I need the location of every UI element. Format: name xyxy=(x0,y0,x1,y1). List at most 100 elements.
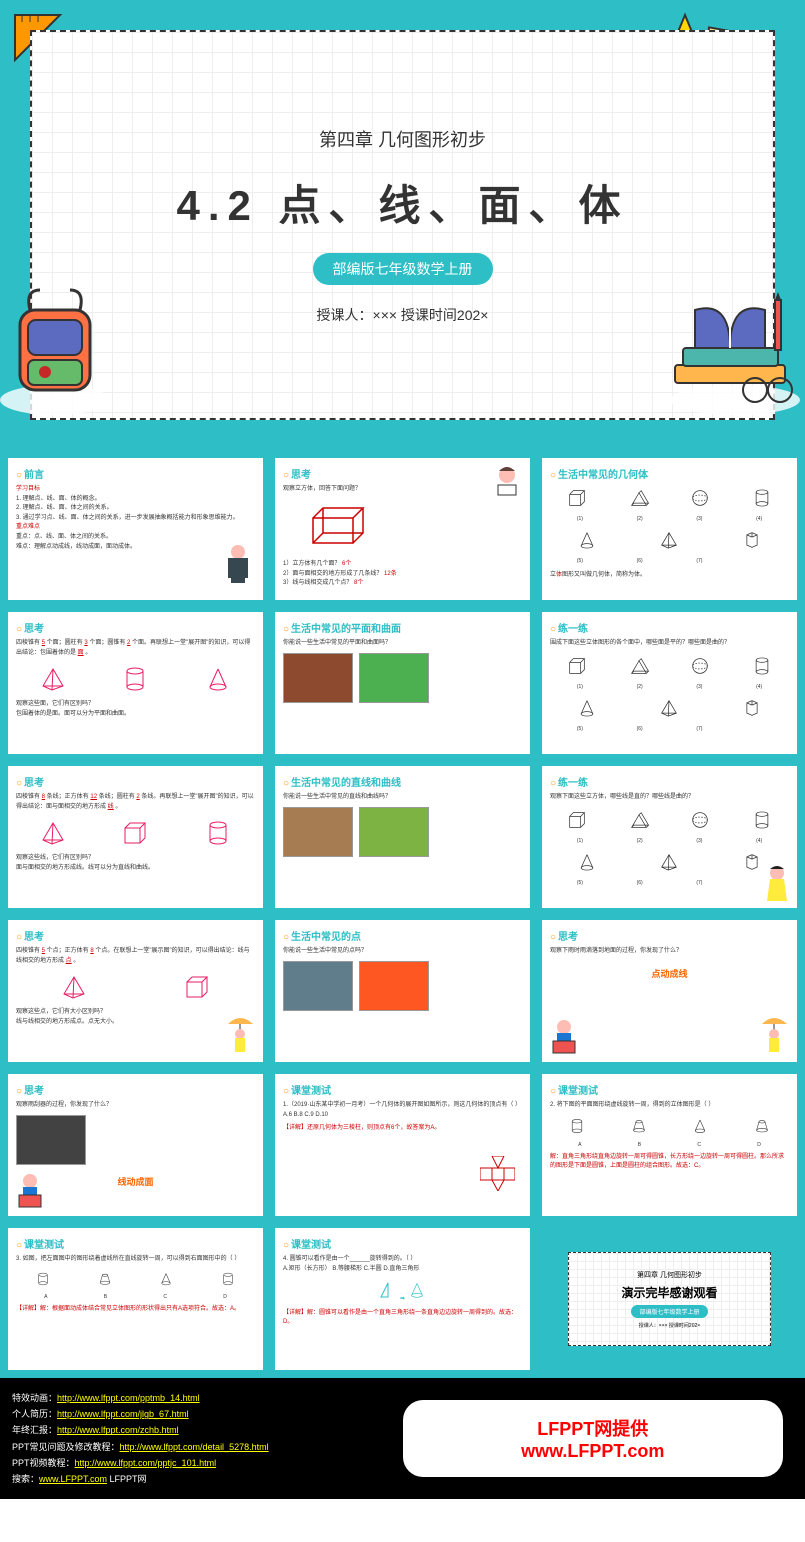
shape-labels: (1)(2)(3)(4) xyxy=(550,837,789,845)
question-text: 你能说一些生活中常见的平面和曲面吗？ xyxy=(283,639,522,649)
footer-link-row: 个人简历：http://www.lfppt.com/jlgb_67.html xyxy=(12,1406,393,1422)
fill-text: 四棱锥有 5 个面；圆柱有 3 个面；圆锥有 2 个面。再联想上一堂"展开图"的… xyxy=(16,639,255,658)
end-title: 演示完毕感谢观看 xyxy=(621,1284,717,1301)
boy-reading-icon xyxy=(547,1017,582,1057)
link-label: 年终汇报： xyxy=(12,1425,57,1435)
teacher-icon xyxy=(218,540,258,595)
slide-thumbnail[interactable]: 思考观察立方体，回答下面问题？1）立方体有几个面？ 6个2）面与面相交的地方形成… xyxy=(271,454,534,604)
books-icon xyxy=(655,260,805,420)
image-row xyxy=(16,1115,255,1165)
footer-link[interactable]: http://www.lfppt.com/detail_5278.html xyxy=(120,1442,269,1452)
slide-title: 练一练 xyxy=(550,620,789,635)
image-placeholder xyxy=(283,961,353,1011)
slide-body: 1.（2019·山东某中学初一月考）一个几何体的展开图如图所示，则这几何体的顶点… xyxy=(283,1101,522,1134)
footer-link[interactable]: http://www.lfppt.com/jlgb_67.html xyxy=(57,1409,189,1419)
followup-a: 包围着体的是面。面可以分为平面和曲面。 xyxy=(16,710,255,720)
footer-link[interactable]: http://www.lfppt.com/zchb.html xyxy=(57,1425,179,1435)
footer-link[interactable]: http://www.lfppt.com/pptjc_101.html xyxy=(75,1458,217,1468)
question-text: 观察立方体，回答下面问题？ xyxy=(283,485,522,495)
slide-thumbnail[interactable]: 思考四棱锥有 5 个面；圆柱有 3 个面；圆锥有 2 个面。再联想上一堂"展开图… xyxy=(4,608,267,758)
footer-link-row: PPT常见问题及修改教程：http://www.lfppt.com/detail… xyxy=(12,1439,393,1455)
slide-thumbnail[interactable]: 生活中常见的几何体 (1)(2)(3)(4) (5)(6)(7)立体图形又叫做几… xyxy=(538,454,801,604)
options-shapes xyxy=(550,1117,789,1135)
slide-title: 思考 xyxy=(16,1082,255,1097)
slide-body: 观察下面这些立方体，哪些线是直的？哪些线是曲的？ (1)(2)(3)(4) (5… xyxy=(550,793,789,887)
cone-demo: ➡ xyxy=(283,1280,522,1305)
option-labels: ABCD xyxy=(16,1293,255,1301)
footer-link-row: PPT视频教程：http://www.lfppt.com/pptjc_101.h… xyxy=(12,1455,393,1471)
shapes-row xyxy=(550,655,789,677)
end-chapter: 第四章 几何图形初步 xyxy=(637,1270,702,1280)
princess-icon xyxy=(762,863,792,903)
slide-thumbnail[interactable]: 练一练围成下面这些立体图形的各个面中，哪些面是平的？哪些面是曲的？ (1)(2)… xyxy=(538,608,801,758)
shapes-row xyxy=(16,664,255,694)
slide-thumbnail[interactable]: 思考观察下雨时雨滴落到地面的过程，你发现了什么？点动成线 xyxy=(538,916,801,1066)
test-options: A.6 B.8 C.9 D.10 xyxy=(283,1111,522,1121)
question-text: 观察下雨时雨滴落到地面的过程，你发现了什么？ xyxy=(550,947,789,957)
slide-thumbnail[interactable]: 课堂测试4. 圆锥可以看作是由一个______旋转得到的。（ ）A.矩形（长方形… xyxy=(271,1224,534,1374)
slide-thumbnail[interactable]: 课堂测试2. 将下图的平面图形绕虚线旋转一周，得到的立体图形是（ ） ABCD解… xyxy=(538,1070,801,1220)
slide-title: 思考 xyxy=(550,928,789,943)
girl-umbrella-icon xyxy=(223,1012,258,1057)
slide-grid: 前言学习目标1. 理解点、线、面、体的概念。2. 理解点、线、面、体之间的关系。… xyxy=(0,450,805,1378)
slide-thumbnail[interactable]: 生活中常见的点你能说一些生活中常见的点吗？ xyxy=(271,916,534,1066)
end-teacher: 授课人：××× 授课时间202× xyxy=(639,1322,700,1329)
slide-thumbnail[interactable]: 思考四棱锥有 8 条线；正方体有 12 条线；圆柱有 2 条线。再联想上一堂"展… xyxy=(4,762,267,912)
image-placeholder xyxy=(16,1115,86,1165)
footer-link-row: 年终汇报：http://www.lfppt.com/zchb.html xyxy=(12,1422,393,1438)
followup-q: 观察这些点，它们有大小区别吗？ xyxy=(16,1008,255,1018)
slide-title: 生活中常见的直线和曲线 xyxy=(283,774,522,789)
shapes-row xyxy=(550,529,789,551)
slide-thumbnail[interactable]: 生活中常见的直线和曲线你能说一些生活中常见的直线和曲线吗？ xyxy=(271,762,534,912)
footer-link[interactable]: www.LFPPT.com xyxy=(39,1474,107,1484)
slide-title: 思考 xyxy=(283,466,522,481)
slide-body: 观察雨刮器的过程，你发现了什么？ 线动成面 xyxy=(16,1101,255,1189)
qa-line: 1）立方体有几个面？ 6个 xyxy=(283,560,522,570)
unfold-diagram-icon xyxy=(480,1156,515,1191)
image-placeholder xyxy=(283,653,353,703)
footer-link-row: 特效动画：http://www.lfppt.com/pptmb_14.html xyxy=(12,1390,393,1406)
test-text: 2. 将下图的平面图形绕虚线旋转一周，得到的立体图形是（ ） xyxy=(550,1101,789,1111)
question-text: 你能说一些生活中常见的点吗？ xyxy=(283,947,522,957)
slide-thumbnail[interactable]: 生活中常见的平面和曲面你能说一些生活中常见的平面和曲面吗？ xyxy=(271,608,534,758)
question-text: 观察雨刮器的过程，你发现了什么？ xyxy=(16,1101,255,1111)
footer-links: 特效动画：http://www.lfppt.com/pptmb_14.html个… xyxy=(12,1390,393,1487)
options-shapes xyxy=(16,1271,255,1287)
footer-link[interactable]: http://www.lfppt.com/pptmb_14.html xyxy=(57,1393,200,1403)
shape-labels: (5)(6)(7) xyxy=(550,725,729,733)
text-line: 重点难点 xyxy=(16,523,255,533)
link-label: 搜索： xyxy=(12,1474,39,1484)
slide-title: 课堂测试 xyxy=(283,1082,522,1097)
slide-thumbnail[interactable]: 第四章 几何图形初步 演示完毕感谢观看 部编版七年级数学上册 授课人：××× 授… xyxy=(538,1224,801,1374)
slide-title: 前言 xyxy=(16,466,255,481)
slide-thumbnail[interactable]: 前言学习目标1. 理解点、线、面、体的概念。2. 理解点、线、面、体之间的关系。… xyxy=(4,454,267,604)
slide-thumbnail[interactable]: 课堂测试 1.（2019·山东某中学初一月考）一个几何体的展开图如图所示，则这几何… xyxy=(271,1070,534,1220)
slide-thumbnail[interactable]: 思考四棱锥有 5 个点；正方体有 8 个点。在联想上一堂"展示图"的知识，可以得… xyxy=(4,916,267,1066)
slide-title: 生活中常见的平面和曲面 xyxy=(283,620,522,635)
big-text: 线动成面 xyxy=(16,1175,255,1189)
question-text: 围成下面这些立体图形的各个面中，哪些面是平的？哪些面是曲的？ xyxy=(550,639,789,649)
main-title: 4.2 点、线、面、体 xyxy=(176,172,628,233)
text-line: 学习目标 xyxy=(16,485,255,495)
followup-a: 面与面相交的地方形成线。线可以分为直线和曲线。 xyxy=(16,864,255,874)
footer-brand: LFPPT网提供 www.LFPPT.com xyxy=(403,1400,784,1477)
footer: 特效动画：http://www.lfppt.com/pptmb_14.html个… xyxy=(0,1378,805,1499)
footer-link-row: 搜索：www.LFPPT.com LFPPT网 xyxy=(12,1471,393,1487)
slide-thumbnail[interactable]: 课堂测试3. 如图，把左面图中的图形绕着虚线所在直线旋转一周，可以得到右面图形中… xyxy=(4,1224,267,1374)
answer-text: 【详解】解：根据面动成体结合常见立体图形的形状得出只有A选项符合。故选：A。 xyxy=(16,1305,255,1315)
shapes-row xyxy=(16,818,255,848)
slide-thumbnail[interactable]: 练一练观察下面这些立方体，哪些线是直的？哪些线是曲的？ (1)(2)(3)(4)… xyxy=(538,762,801,912)
question-text: 观察下面这些立方体，哪些线是直的？哪些线是曲的？ xyxy=(550,793,789,803)
image-row xyxy=(283,807,522,857)
slide-body: 2. 将下图的平面图形绕虚线旋转一周，得到的立体图形是（ ） ABCD解：直角三… xyxy=(550,1101,789,1172)
answer-text: 【详解】还原几何体为三棱柱，则顶点有6个，故答案为A。 xyxy=(283,1124,522,1134)
followup-q: 观察这些线，它们有区别吗？ xyxy=(16,854,255,864)
slide-thumbnail[interactable]: 思考观察雨刮器的过程，你发现了什么？ 线动成面 xyxy=(4,1070,267,1220)
slide-body: 围成下面这些立体图形的各个面中，哪些面是平的？哪些面是曲的？ (1)(2)(3)… xyxy=(550,639,789,733)
shapes-row xyxy=(550,851,789,873)
slide-title: 思考 xyxy=(16,620,255,635)
test-text: 1.（2019·山东某中学初一月考）一个几何体的展开图如图所示，则这几何体的顶点… xyxy=(283,1101,522,1111)
image-placeholder xyxy=(359,961,429,1011)
slide-body: 四棱锥有 5 个点；正方体有 8 个点。在联想上一堂"展示图"的知识，可以得出结… xyxy=(16,947,255,1027)
text-line: 1. 理解点、线、面、体的概念。 xyxy=(16,495,255,505)
